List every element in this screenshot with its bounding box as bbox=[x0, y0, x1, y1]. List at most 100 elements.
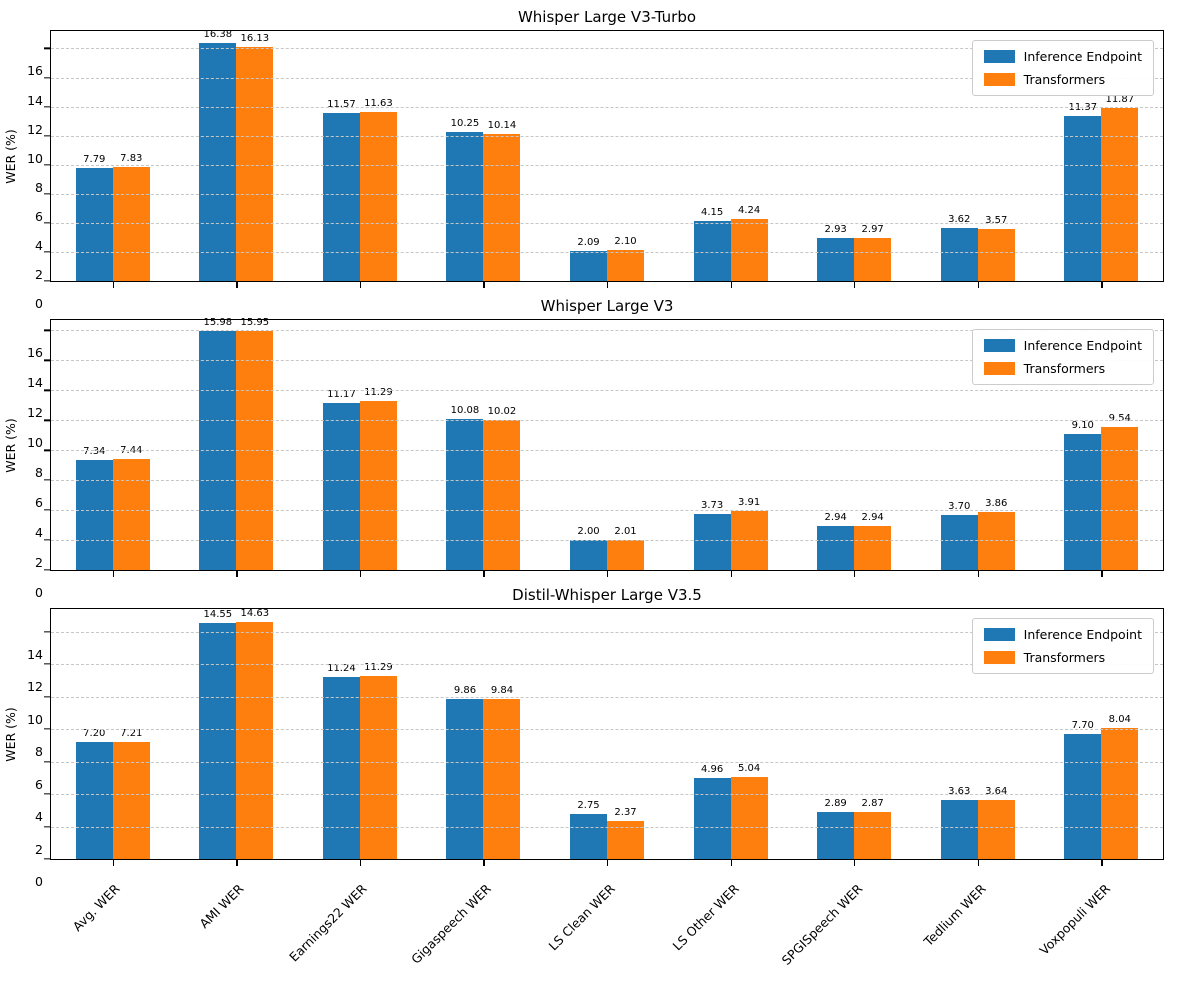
bar-inference-endpoint: 11.17 bbox=[322, 389, 360, 570]
y-tick-mark bbox=[44, 76, 50, 79]
y-tick-mark bbox=[44, 419, 50, 421]
x-tick-mark bbox=[977, 860, 980, 866]
bar-inference-endpoint: 16.38 bbox=[199, 29, 237, 281]
bar-value-label: 11.29 bbox=[364, 387, 393, 398]
legend-swatch-icon bbox=[983, 362, 1015, 375]
bar-value-label: 11.17 bbox=[327, 388, 356, 400]
plot-box: 7.34 7.44 15.98 15.95 11.17 11.29 10.08 10.02 2.… bbox=[44, 317, 1164, 577]
bar-inference-endpoint: 3.73 bbox=[693, 500, 731, 570]
x-axis-label: Gigaspeech WER bbox=[408, 881, 494, 967]
bar-transformers: 15.95 bbox=[236, 317, 274, 570]
y-tick-label: 12 bbox=[27, 121, 43, 137]
legend-item: Inference Endpoint bbox=[983, 627, 1142, 642]
bar-value-label: 2.09 bbox=[577, 236, 600, 248]
bar-value-label: 2.01 bbox=[614, 525, 637, 537]
bar-inference-endpoint: 7.20 bbox=[75, 728, 113, 859]
plot-area-row: WER (%) 0 2 4 6 8 10 12 14 16 7.79 7.83 16.38 16.13 11… bbox=[0, 29, 1177, 309]
y-tick-mark bbox=[44, 47, 50, 50]
x-tick-mark bbox=[112, 282, 115, 288]
bar-transformers: 10.14 bbox=[483, 120, 521, 281]
bar-group: 11.17 11.29 bbox=[298, 320, 422, 577]
x-tick-mark bbox=[359, 282, 362, 288]
bar-group: 11.57 11.63 bbox=[298, 31, 422, 288]
bar-inference-endpoint: 10.25 bbox=[446, 118, 484, 281]
bar-inference-endpoint: 4.96 bbox=[693, 764, 731, 859]
bar-value-label: 2.93 bbox=[824, 224, 847, 236]
bar-inference-endpoint: 3.62 bbox=[940, 214, 978, 281]
bar-pair: 2.93 2.97 bbox=[817, 31, 892, 281]
bar-value-label: 3.73 bbox=[700, 500, 724, 512]
legend-item: Transformers bbox=[983, 361, 1142, 376]
x-tick-mark bbox=[730, 571, 732, 577]
bar-group: 2.94 2.94 bbox=[792, 320, 916, 577]
y-tick-label: 2 bbox=[35, 554, 43, 570]
bar-transformers: 4.24 bbox=[730, 205, 768, 281]
bar-inference-endpoint: 9.86 bbox=[446, 685, 484, 859]
bar-pair: 2.89 2.87 bbox=[817, 609, 892, 859]
bar-inference-endpoint: 3.63 bbox=[940, 786, 978, 859]
bar-pair: 9.86 9.84 bbox=[446, 609, 521, 859]
subplot-2: Whisper Large V3 WER (%) 0 2 4 6 8 10 12 14 16 7.34… bbox=[0, 295, 1177, 598]
y-tick-label: 6 bbox=[35, 208, 43, 224]
bar-group: 2.93 2.97 bbox=[792, 31, 916, 288]
bar-value-label: 9.10 bbox=[1071, 419, 1094, 431]
y-tick-label: 6 bbox=[35, 494, 43, 510]
bar-group: 3.70 3.86 bbox=[916, 320, 1040, 577]
bar-pair: 2.75 2.37 bbox=[570, 609, 645, 859]
x-tick-mark bbox=[236, 282, 238, 288]
bar-pair: 2.94 2.94 bbox=[817, 320, 892, 570]
y-tick-mark bbox=[44, 760, 50, 763]
bar-pair: 10.08 10.02 bbox=[446, 320, 521, 570]
y-tick-mark bbox=[44, 479, 50, 481]
legend-label: Inference Endpoint bbox=[1023, 49, 1142, 64]
legend-item: Transformers bbox=[983, 650, 1142, 665]
x-axis-label-cell: Voxpopuli WER bbox=[1036, 873, 1164, 975]
bar-transformers: 2.97 bbox=[854, 224, 892, 281]
y-tick-mark bbox=[44, 509, 50, 511]
bar-value-label: 2.10 bbox=[614, 236, 637, 248]
bar-inference-endpoint: 2.94 bbox=[817, 512, 855, 570]
y-tick-label: 16 bbox=[27, 63, 43, 79]
bar-pair: 11.17 11.29 bbox=[322, 320, 397, 570]
x-axis-label-cell: Gigaspeech WER bbox=[408, 873, 545, 975]
bar-group: 9.86 9.84 bbox=[422, 609, 546, 866]
bar-value-label: 16.38 bbox=[203, 28, 233, 40]
bar-transformers: 10.02 bbox=[483, 406, 521, 570]
bar-group: 7.34 7.44 bbox=[51, 320, 175, 577]
bar-pair: 3.70 3.86 bbox=[940, 320, 1015, 570]
y-tick-label: 14 bbox=[27, 92, 43, 108]
x-axis-label: LS Clean WER bbox=[545, 881, 618, 954]
bar-transformers: 11.29 bbox=[359, 387, 397, 570]
bar-transformers: 2.87 bbox=[854, 798, 892, 859]
y-tick-label: 2 bbox=[35, 841, 43, 857]
bar-value-label: 2.00 bbox=[577, 526, 600, 538]
bar-value-label: 3.91 bbox=[737, 497, 761, 509]
y-tick-mark bbox=[44, 696, 50, 698]
bar-inference-endpoint: 10.08 bbox=[446, 405, 484, 570]
legend-label: Transformers bbox=[1023, 650, 1106, 665]
bar-value-label: 11.87 bbox=[1105, 94, 1135, 106]
bar-inference-endpoint: 11.37 bbox=[1064, 102, 1102, 281]
bar-pair: 3.63 3.64 bbox=[940, 609, 1015, 859]
bar-value-label: 7.44 bbox=[120, 444, 143, 456]
x-tick-mark bbox=[112, 571, 115, 577]
y-tick-mark bbox=[44, 329, 50, 332]
bar-transformers: 7.21 bbox=[112, 728, 150, 859]
bar-group: 3.62 3.57 bbox=[916, 31, 1040, 288]
y-tick-mark bbox=[44, 105, 50, 108]
bar-group: 11.24 11.29 bbox=[298, 609, 422, 866]
bar-value-label: 7.79 bbox=[83, 153, 106, 165]
x-tick-mark bbox=[483, 860, 485, 866]
bar-inference-endpoint: 14.55 bbox=[199, 609, 237, 859]
bar-pair: 11.57 11.63 bbox=[322, 31, 397, 281]
y-tick-mark bbox=[44, 793, 50, 795]
bar-value-label: 3.57 bbox=[985, 215, 1008, 227]
x-tick-mark bbox=[977, 571, 980, 577]
bar-value-label: 10.25 bbox=[450, 118, 480, 130]
y-tick-mark bbox=[44, 728, 50, 730]
y-tick-label: 10 bbox=[27, 435, 43, 451]
bar-value-label: 7.83 bbox=[120, 153, 143, 165]
bar-pair: 7.79 7.83 bbox=[75, 31, 150, 281]
y-tick-mark bbox=[44, 193, 50, 195]
